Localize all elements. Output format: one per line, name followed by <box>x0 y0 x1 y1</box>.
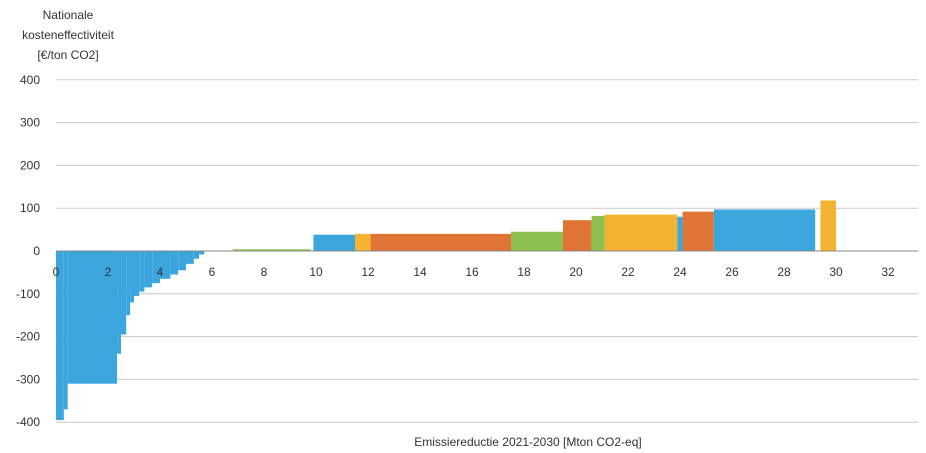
bar-segment-16 <box>199 251 205 255</box>
bar-segment-20 <box>370 233 511 251</box>
y-tick-label: 100 <box>20 201 40 215</box>
bar-segment-22 <box>563 220 592 251</box>
bar-segment-26 <box>682 211 714 251</box>
bar-segment-19 <box>355 233 371 251</box>
bar-segment-10 <box>152 251 160 284</box>
y-tick-label: -200 <box>16 330 40 344</box>
bar-segment-18 <box>313 234 355 251</box>
y-tick-label: 0 <box>33 244 40 258</box>
bar-segment-0 <box>56 251 64 421</box>
y-tick-label: -300 <box>16 372 40 386</box>
bar-segment-2 <box>67 251 118 384</box>
x-tick-label: 24 <box>673 265 687 279</box>
bar-segment-1 <box>63 251 68 410</box>
y-tick-label: -400 <box>16 415 40 429</box>
y-axis-label-line-3: [€/ton CO2] <box>37 48 99 62</box>
x-tick-label: 4 <box>157 265 164 279</box>
x-tick-label: 32 <box>881 265 895 279</box>
bar-segment-4 <box>121 251 127 335</box>
bar-segment-9 <box>144 251 153 288</box>
x-tick-label: 10 <box>309 265 323 279</box>
bar-segment-5 <box>126 251 131 316</box>
y-tick-label: 300 <box>20 116 40 130</box>
x-tick-label: 12 <box>361 265 375 279</box>
bar-segment-12 <box>170 251 179 275</box>
bar-segment-3 <box>117 251 121 354</box>
y-tick-label: 400 <box>20 73 40 87</box>
x-tick-label: 26 <box>725 265 739 279</box>
bar-segment-15 <box>193 251 199 259</box>
x-tick-label: 2 <box>105 265 112 279</box>
bar-segment-11 <box>160 251 171 279</box>
bars <box>56 200 836 421</box>
x-tick-labels: 0 2 4 6 8 10 12 14 16 18 20 22 24 26 28 30 32 <box>53 265 895 279</box>
bar-segment-14 <box>186 251 194 264</box>
gridlines <box>56 79 918 423</box>
y-tick-labels: 400 300 200 100 0 -100 -200 -300 -400 <box>16 73 40 429</box>
y-tick-label: -100 <box>16 287 40 301</box>
x-tick-label: 18 <box>517 265 531 279</box>
x-axis-label: Emissiereductie 2021-2030 [Mton CO2-eq] <box>414 435 641 449</box>
bar-segment-27 <box>713 209 816 251</box>
bar-segment-7 <box>134 251 140 296</box>
bar-segment-17 <box>232 249 311 251</box>
bar-segment-24 <box>604 214 678 251</box>
x-tick-label: 8 <box>261 265 268 279</box>
bar-segment-25 <box>677 216 683 251</box>
y-tick-label: 200 <box>20 158 40 172</box>
x-tick-label: 16 <box>465 265 479 279</box>
x-tick-label: 28 <box>777 265 791 279</box>
x-tick-label: 22 <box>621 265 635 279</box>
x-tick-label: 14 <box>413 265 427 279</box>
x-tick-label: 30 <box>829 265 843 279</box>
y-axis-label-line-2: kosteneffectiviteit <box>22 28 114 42</box>
bar-segment-8 <box>139 251 145 292</box>
bar-segment-23 <box>591 215 605 251</box>
bar-segment-13 <box>178 251 186 271</box>
bar-segment-28 <box>820 200 836 251</box>
bar-segment-6 <box>130 251 134 303</box>
x-tick-label: 6 <box>209 265 216 279</box>
bar-segment-21 <box>511 231 563 251</box>
y-axis-label-line-1: Nationale <box>42 8 94 22</box>
x-tick-label: 20 <box>569 265 583 279</box>
x-tick-label: 0 <box>53 265 60 279</box>
